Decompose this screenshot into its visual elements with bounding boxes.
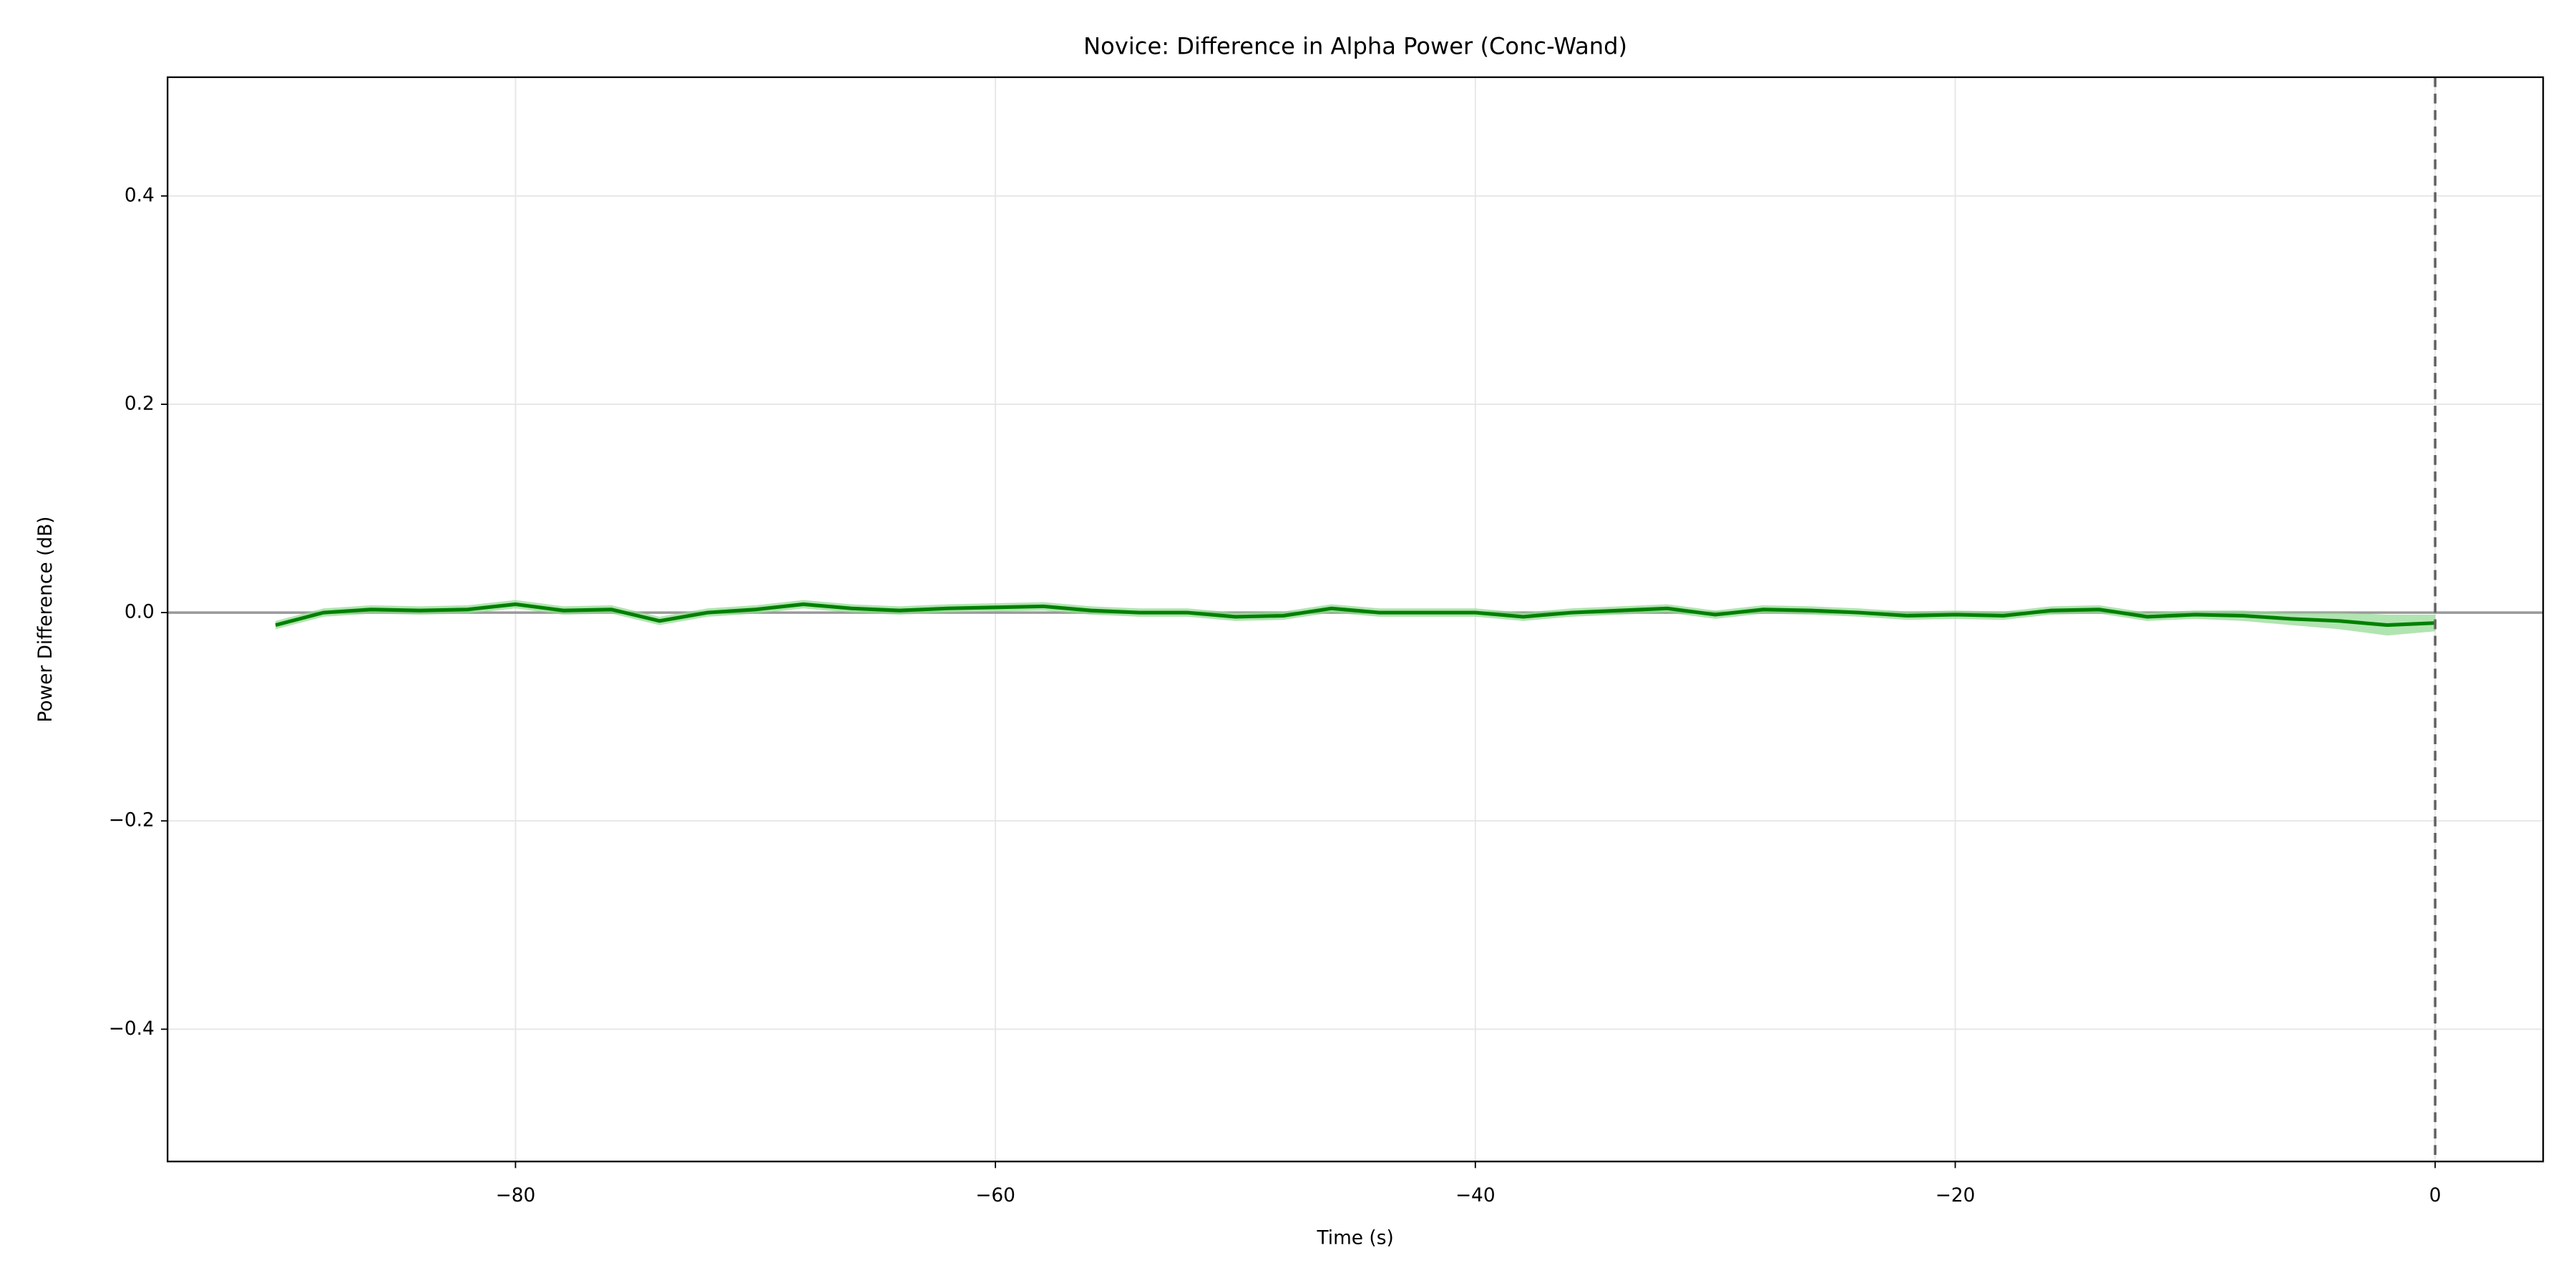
y-tick-label: −0.2 bbox=[109, 809, 155, 831]
confidence-band bbox=[275, 600, 2436, 636]
x-tick-label: −60 bbox=[975, 1184, 1015, 1206]
x-tick-label: 0 bbox=[2429, 1184, 2441, 1206]
y-tick-label: 0.4 bbox=[125, 184, 155, 206]
x-tick-label: −40 bbox=[1455, 1184, 1496, 1206]
x-tick-label: −20 bbox=[1936, 1184, 1976, 1206]
x-axis-label: Time (s) bbox=[1316, 1227, 1393, 1249]
y-tick-label: 0.2 bbox=[125, 392, 155, 414]
y-axis-label: Power Difference (dB) bbox=[34, 517, 57, 723]
data-line bbox=[275, 602, 2436, 628]
plot-frame bbox=[167, 76, 2545, 1163]
x-tick-label: −80 bbox=[496, 1184, 536, 1206]
y-tick-label: 0.0 bbox=[125, 601, 155, 623]
chart-title: Novice: Difference in Alpha Power (Conc-… bbox=[1083, 33, 1627, 60]
y-tick-label: −0.4 bbox=[109, 1018, 155, 1040]
